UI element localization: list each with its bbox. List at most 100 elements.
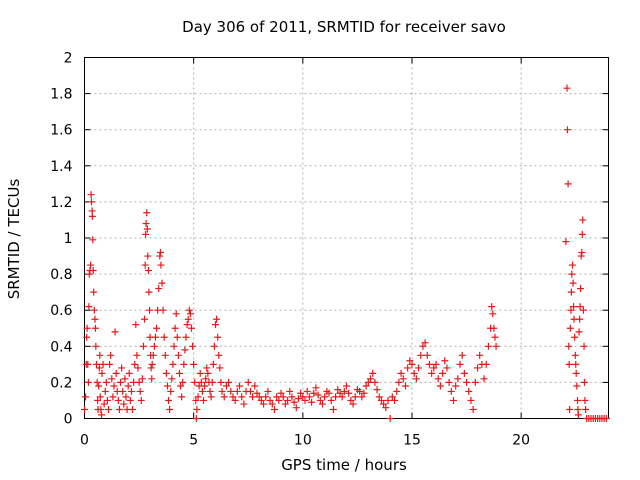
data-point [156, 248, 164, 256]
data-point [364, 378, 372, 386]
data-point [141, 261, 149, 269]
data-point [367, 375, 375, 383]
data-point [380, 400, 388, 408]
data-point [91, 324, 99, 332]
data-point [84, 378, 92, 386]
data-point [454, 375, 462, 383]
data-point [568, 261, 576, 269]
data-point [216, 364, 224, 372]
data-point [576, 303, 584, 311]
data-point [186, 310, 194, 318]
data-point [260, 400, 268, 408]
data-point [563, 126, 571, 134]
y-tick-label: 0.8 [50, 267, 72, 283]
data-point [193, 405, 201, 413]
data-point [491, 333, 499, 341]
data-point [206, 387, 214, 395]
data-point [177, 382, 185, 390]
data-point [257, 396, 265, 404]
data-point [574, 411, 582, 419]
data-point [203, 364, 211, 372]
data-point [253, 389, 261, 397]
data-point [303, 387, 311, 395]
data-point [571, 351, 579, 359]
data-point [301, 396, 309, 404]
data-point [579, 216, 587, 224]
data-point [132, 321, 140, 329]
data-point [106, 360, 114, 368]
data-point [96, 393, 104, 401]
data-point [469, 405, 477, 413]
data-point [135, 378, 143, 386]
data-point [436, 382, 444, 390]
data-point [371, 378, 379, 386]
data-point [179, 378, 187, 386]
data-point [395, 378, 403, 386]
data-point [160, 333, 168, 341]
y-tick-label: 1.6 [50, 123, 72, 139]
y-axis-label: SRMTID / TECUs [5, 179, 23, 300]
data-point [111, 328, 119, 336]
data-point [314, 391, 322, 399]
data-point [474, 364, 481, 372]
data-point [218, 387, 226, 395]
data-point [580, 378, 588, 386]
data-point [255, 393, 263, 401]
data-point [430, 364, 438, 372]
data-point [197, 378, 205, 386]
data-point [125, 369, 133, 377]
data-point [564, 180, 572, 188]
data-point [445, 378, 453, 386]
data-point [97, 405, 105, 413]
data-point [202, 375, 210, 383]
y-tick-label: 0 [64, 412, 73, 428]
y-tick-label: 0.6 [50, 303, 72, 319]
data-point [127, 387, 135, 395]
data-point [192, 396, 200, 404]
data-point [173, 333, 181, 341]
data-point [144, 266, 152, 274]
data-point [98, 369, 106, 377]
data-point [96, 351, 104, 359]
data-point [393, 387, 401, 395]
data-point [412, 375, 420, 383]
y-tick-label: 0.4 [50, 339, 72, 355]
data-point [578, 248, 586, 256]
data-point [153, 324, 161, 332]
data-point [345, 389, 353, 397]
data-point [151, 333, 159, 341]
data-point [332, 393, 340, 401]
data-point [139, 342, 147, 350]
data-point [279, 393, 287, 401]
data-point [94, 396, 102, 404]
data-point [145, 288, 153, 296]
data-point [382, 404, 390, 412]
data-points [81, 84, 610, 422]
data-point [115, 405, 123, 413]
data-point [336, 389, 344, 397]
data-point [170, 342, 178, 350]
data-point [217, 378, 225, 386]
grid [84, 57, 609, 419]
data-point [167, 387, 175, 395]
data-point [120, 400, 128, 408]
data-point [240, 400, 248, 408]
data-point [180, 360, 188, 368]
data-point [110, 382, 118, 390]
data-point [406, 357, 414, 365]
data-point [238, 393, 246, 401]
data-point [148, 360, 156, 368]
data-point [157, 261, 165, 269]
data-point [87, 198, 95, 206]
data-point [377, 396, 385, 404]
axes: 00.20.40.60.811.21.41.61.820 5 10 15 20 [50, 51, 609, 449]
data-point [162, 369, 170, 377]
data-point [449, 396, 457, 404]
data-point [490, 324, 498, 332]
data-point [582, 405, 590, 413]
data-point [347, 396, 355, 404]
data-point [138, 375, 146, 383]
data-point [215, 351, 223, 359]
data-point [310, 389, 318, 397]
data-point [266, 396, 274, 404]
